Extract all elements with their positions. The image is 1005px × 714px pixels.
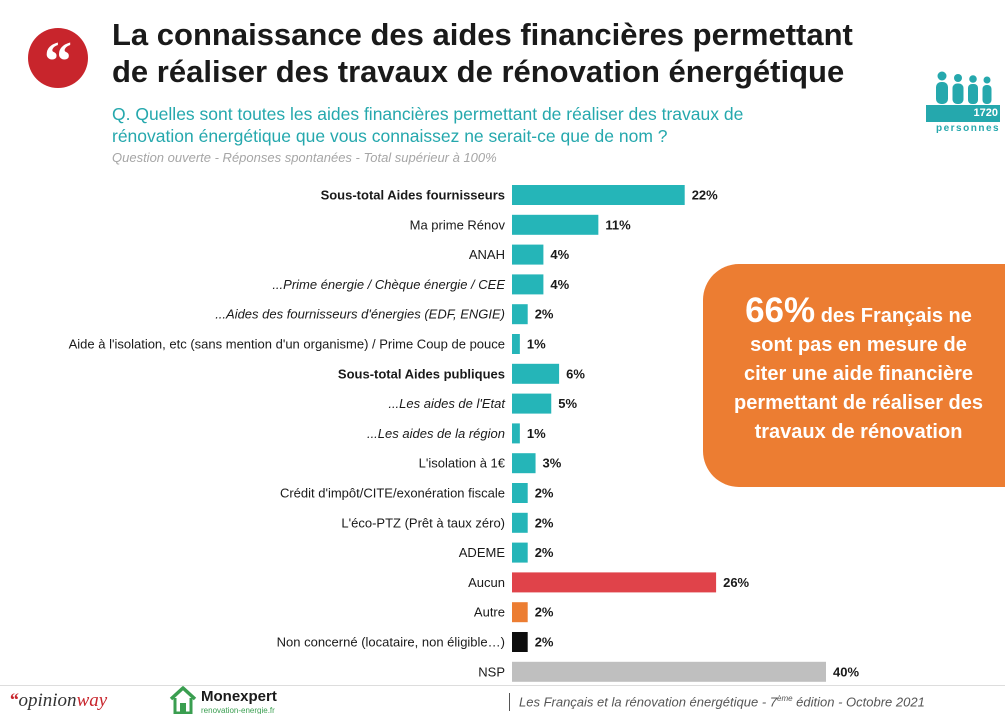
callout-line-5: travaux de rénovation	[754, 421, 963, 443]
category-label: ...Prime énergie / Chèque énergie / CEE	[272, 277, 505, 292]
callout-line-3: citer une aide financière	[744, 363, 973, 385]
callout-line-2: sont pas en mesure de	[750, 334, 967, 356]
value-label: 1%	[527, 337, 546, 352]
sample-bar	[926, 105, 1000, 122]
value-label: 2%	[535, 635, 554, 650]
value-label: 2%	[535, 486, 554, 501]
footer-source: Les Français et la rénovation énergétiqu…	[519, 694, 925, 709]
people-group-icon	[936, 71, 992, 104]
callout-line-1: des Français ne	[815, 305, 972, 327]
category-label: ADEME	[459, 545, 506, 560]
logo-quote: “	[9, 690, 19, 711]
value-label: 4%	[550, 247, 569, 262]
title-line-1: La connaissance des aides financières pe…	[112, 17, 853, 52]
sample-label: personnes	[936, 123, 1001, 134]
category-label: Aide à l'isolation, etc (sans mention d'…	[69, 337, 505, 352]
house-icon	[169, 686, 197, 714]
callout-line-4: permettant de réaliser des	[734, 392, 983, 414]
bar	[512, 185, 685, 205]
bar	[512, 602, 528, 623]
value-label: 3%	[543, 456, 562, 471]
category-label: Autre	[474, 605, 505, 620]
footer-source-part-2: édition - Octobre 2021	[792, 694, 925, 710]
sample-count: 1720	[973, 107, 998, 119]
bar	[512, 661, 826, 682]
quote-badge-icon: “	[28, 28, 88, 92]
question-line-1: Q. Quelles sont toutes les aides financi…	[112, 104, 744, 124]
quote-glyph: “	[44, 31, 72, 93]
category-label: ANAH	[469, 247, 505, 262]
callout-percentage: 66%	[745, 291, 816, 330]
title-line-2: de réaliser des travaux de rénovation én…	[112, 54, 845, 89]
category-label: Sous-total Aides fournisseurs	[321, 188, 505, 203]
bar	[512, 363, 560, 384]
value-label: 1%	[527, 426, 546, 441]
bar	[512, 572, 717, 593]
category-label: L'éco-PTZ (Prêt à taux zéro)	[341, 515, 505, 530]
category-label: ...Les aides de la région	[367, 426, 505, 441]
key-finding-callout: 66% des Français ne sont pas en mesure d…	[703, 264, 1005, 487]
footer-divider	[0, 685, 1005, 686]
value-label: 6%	[566, 366, 585, 381]
value-label: 5%	[558, 396, 577, 411]
value-label: 4%	[550, 277, 569, 292]
category-label: Sous-total Aides publiques	[338, 366, 505, 381]
footer-separator	[509, 693, 510, 711]
page-title: La connaissance des aides financières pe…	[112, 16, 912, 90]
value-label: 26%	[723, 575, 749, 590]
category-label: Aucun	[468, 575, 505, 590]
category-label: Non concerné (locataire, non éligible…)	[277, 635, 505, 650]
callout-text: 66% des Français ne sont pas en mesure d…	[721, 293, 996, 447]
question-subnote: Question ouverte - Réponses spontanées -…	[112, 150, 497, 165]
logo-opinion: opinion	[18, 690, 77, 711]
bar	[512, 632, 528, 652]
bar	[512, 214, 599, 235]
category-label: ...Aides des fournisseurs d'énergies (ED…	[215, 307, 505, 322]
bar	[512, 542, 528, 563]
footer-source-sup: ème	[777, 694, 793, 703]
value-label: 11%	[605, 217, 631, 232]
category-label: Ma prime Rénov	[410, 217, 506, 232]
question-line-2: rénovation énergétique que vous connaiss…	[112, 126, 668, 146]
opinionway-logo: “opinionway	[9, 690, 107, 712]
bar	[512, 423, 520, 444]
sample-size-badge: 1720 personnes	[926, 70, 1000, 140]
value-label: 2%	[535, 307, 554, 322]
monexpert-logo-url: renovation-energie.fr	[201, 706, 275, 714]
bar	[512, 393, 552, 414]
bar	[512, 512, 528, 533]
category-label: L'isolation à 1€	[419, 456, 506, 471]
category-label: Crédit d'impôt/CITE/exonération fiscale	[280, 486, 505, 501]
bar	[512, 244, 544, 265]
bar	[512, 334, 520, 354]
value-label: 2%	[535, 515, 554, 530]
bar	[512, 483, 528, 503]
bar-chart: Sous-total Aides fournisseurs 22% Ma prime…	[69, 185, 859, 682]
footer-source-part-1: Les Français et la rénovation énergétiqu…	[519, 694, 777, 710]
value-label: 22%	[692, 188, 718, 203]
question-text: Q. Quelles sont toutes les aides financi…	[112, 103, 872, 147]
bar	[512, 274, 544, 295]
value-label: 2%	[535, 605, 554, 620]
bar	[512, 453, 536, 474]
category-label: NSP	[478, 664, 505, 679]
category-label: ...Les aides de l'Etat	[388, 396, 506, 411]
logo-way: way	[76, 690, 108, 711]
bar	[512, 304, 528, 325]
value-label: 40%	[833, 664, 859, 679]
monexpert-logo-name: Monexpert	[201, 688, 277, 705]
value-label: 2%	[535, 545, 554, 560]
